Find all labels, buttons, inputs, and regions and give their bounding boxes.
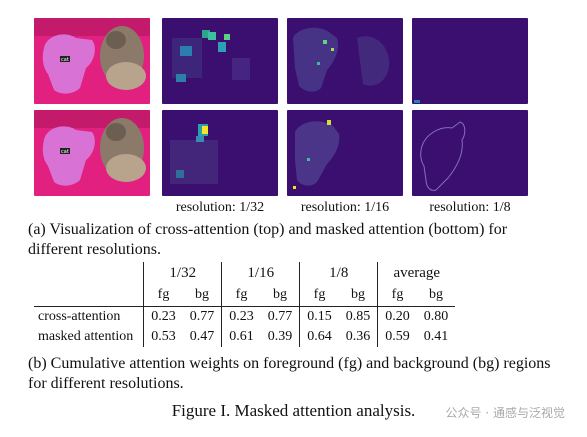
svg-text:cat: cat [61,149,69,155]
source-image-cat-top: cat [34,18,150,104]
table-row: masked attention 0.53 0.47 0.61 0.39 0.6… [34,327,455,347]
attention-weights-table: 1/32 1/16 1/8 average fg bg fg bg fg bg … [34,262,456,347]
table-cell: 0.47 [189,329,215,344]
group-header-1-8: 1/8 [299,262,378,284]
table-cell: 0.41 [423,329,449,344]
table-cell: 0.39 [267,329,293,344]
figure-title: Figure I. Masked attention analysis. [171,401,416,420]
table-cell: 0.59 [377,327,417,347]
table-cell: 0.85 [338,306,378,327]
subheader-fg: fg [221,284,261,307]
group-header-average: average [377,262,456,284]
table-cell: 0.15 [299,306,339,327]
watermark: 公众号 · 通感与泛视觉 [445,406,565,420]
group-header-1-32: 1/32 [143,262,222,284]
source-image-cat-bottom: cat [34,110,150,196]
table-row: cross-attention 0.23 0.77 0.23 0.77 0.15… [34,306,456,327]
resolution-label-1-32: resolution: 1/32 [175,200,265,215]
table-cell: 0.61 [221,327,261,347]
table-corner [34,262,144,284]
table-cell: 0.77 [260,306,300,327]
masked-attention-map-1-32 [162,110,278,196]
group-header-1-16: 1/16 [221,262,300,284]
table-cell: 0.80 [416,306,456,327]
subheader-fg: fg [377,284,417,307]
table-cell: 0.23 [143,306,183,327]
resolution-label-1-16: resolution: 1/16 [300,200,390,215]
row-label: masked attention [38,329,134,344]
table-cell: 0.36 [345,329,371,344]
cross-attention-map-1-32 [162,18,278,104]
subheader-bg: bg [195,287,210,302]
table-cell: 0.77 [182,306,222,327]
subheader-fg: fg [299,284,339,307]
cross-attention-map-1-16 [287,18,403,104]
table-cell: 0.23 [221,306,261,327]
caption-b: (b) Cumulative attention weights on fore… [28,355,551,392]
masked-attention-map-1-16 [287,110,403,196]
subheader-fg: fg [143,284,183,307]
table-cell: 0.53 [143,327,183,347]
table-cell: 0.20 [377,306,417,327]
subheader-bg: bg [429,287,444,302]
svg-text:cat: cat [61,57,69,63]
subheader-bg: bg [273,287,288,302]
table-cell: 0.64 [299,327,339,347]
row-label: cross-attention [34,306,144,327]
masked-attention-map-1-8 [412,110,528,196]
subheader-bg: bg [351,287,366,302]
caption-a: (a) Visualization of cross-attention (to… [28,221,508,258]
resolution-label-1-8: resolution: 1/8 [429,200,511,215]
cross-attention-map-1-8 [412,18,528,104]
